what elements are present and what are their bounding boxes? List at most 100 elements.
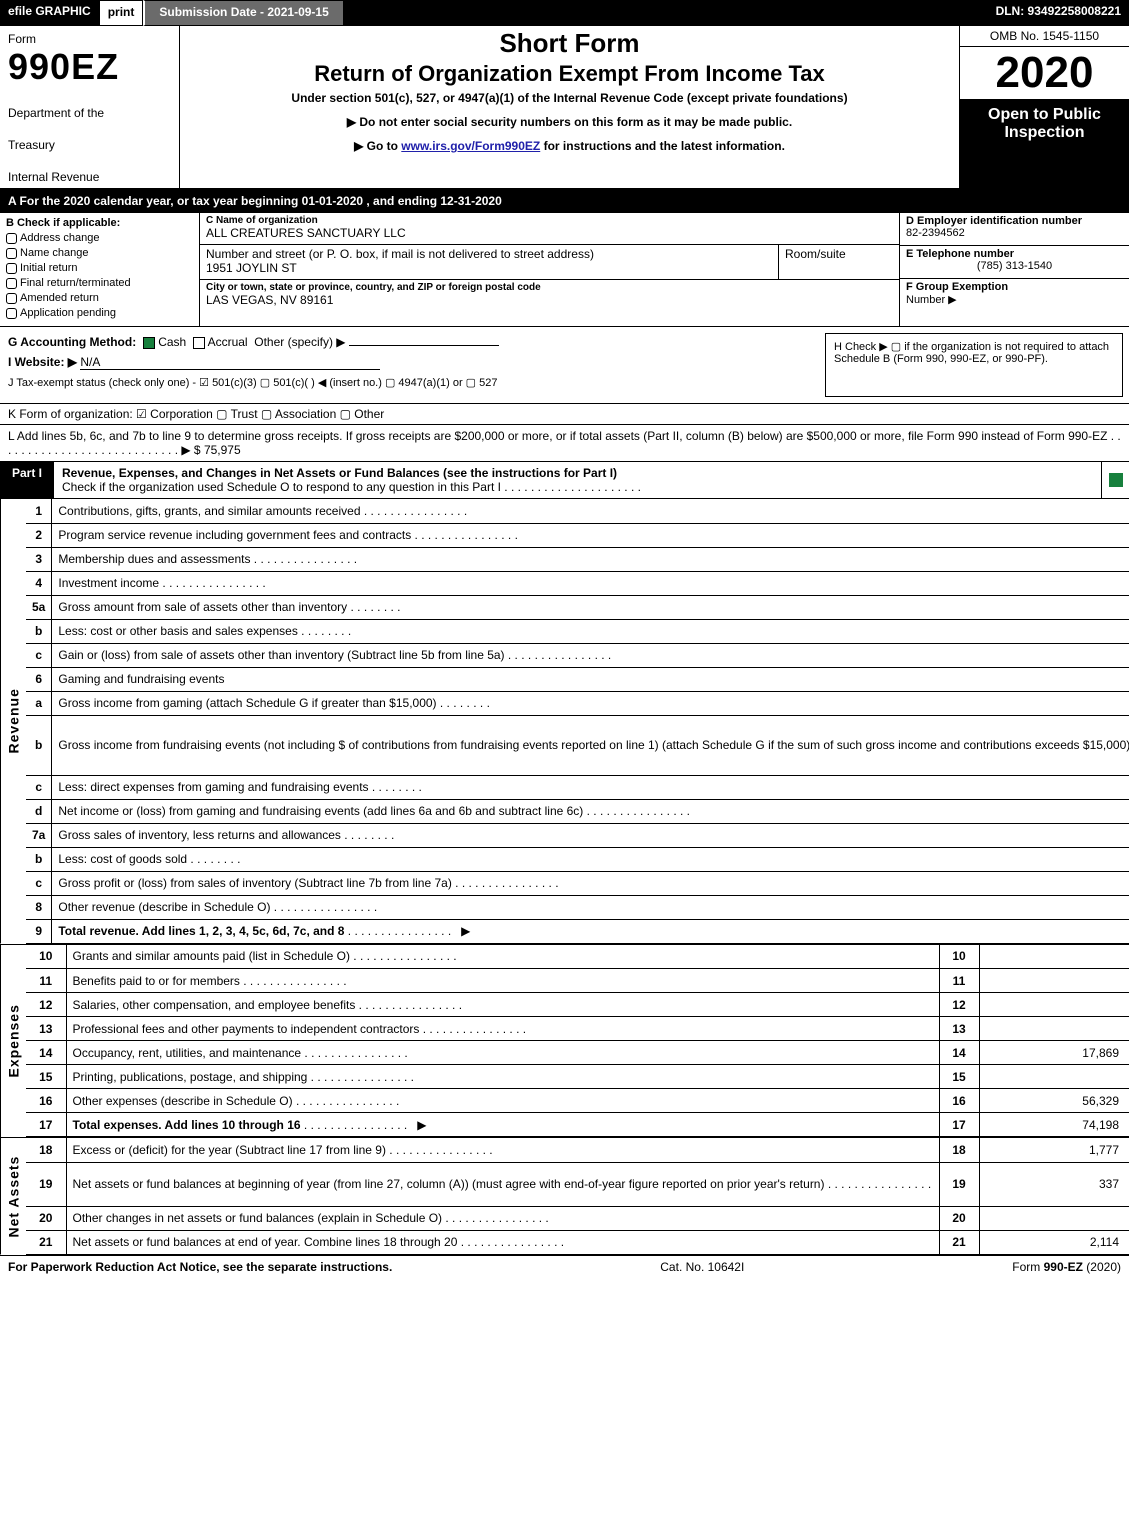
website-label: I Website: ▶ <box>8 355 77 369</box>
line-number: 3 <box>26 547 52 571</box>
other-specify-field[interactable] <box>349 345 499 346</box>
line-number: 1 <box>26 499 52 523</box>
table-row: 12Salaries, other compensation, and empl… <box>26 993 1129 1017</box>
line-number: 20 <box>26 1206 66 1230</box>
part-1-title: Revenue, Expenses, and Changes in Net As… <box>54 462 1101 498</box>
right-num-cell: 11 <box>939 969 979 993</box>
part-1-tag: Part I <box>0 462 54 498</box>
other-label: Other (specify) ▶ <box>254 335 345 349</box>
chk-amended-return[interactable]: Amended return <box>6 292 193 304</box>
irs-link[interactable]: www.irs.gov/Form990EZ <box>401 139 540 153</box>
go-to-line: ▶ Go to www.irs.gov/Form990EZ for instru… <box>186 139 953 153</box>
line-number: b <box>26 619 52 643</box>
line-desc: Contributions, gifts, grants, and simila… <box>52 499 1129 523</box>
line-desc: Membership dues and assessments . . . . … <box>52 547 1129 571</box>
right-num-cell: 15 <box>939 1065 979 1089</box>
table-row: 20Other changes in net assets or fund ba… <box>26 1206 1129 1230</box>
box-c: C Name of organization ALL CREATURES SAN… <box>200 213 899 326</box>
table-row: cGain or (loss) from sale of assets othe… <box>26 643 1129 667</box>
line-number: 5a <box>26 595 52 619</box>
box-c-name-row: C Name of organization ALL CREATURES SAN… <box>200 213 899 245</box>
box-h-text: H Check ▶ ▢ if the organization is not r… <box>834 341 1109 365</box>
chk-application-pending[interactable]: Application pending <box>6 307 193 319</box>
line-desc: Grants and similar amounts paid (list in… <box>66 945 939 969</box>
table-row: 16Other expenses (describe in Schedule O… <box>26 1089 1129 1113</box>
g-h-i-j-block: G Accounting Method: Cash Accrual Other … <box>0 327 1129 404</box>
revenue-table: 1Contributions, gifts, grants, and simil… <box>26 499 1129 944</box>
chk-initial-return[interactable]: Initial return <box>6 262 193 274</box>
submission-date-label: Submission Date - 2021-09-15 <box>143 0 343 26</box>
table-row: 7aGross sales of inventory, less returns… <box>26 823 1129 847</box>
line-number: b <box>26 847 52 871</box>
line-desc: Net assets or fund balances at end of ye… <box>66 1230 939 1254</box>
top-bar: efile GRAPHIC print Submission Date - 20… <box>0 0 1129 26</box>
amount-cell <box>979 1017 1129 1041</box>
footer-right: Form 990-EZ (2020) <box>1012 1260 1121 1274</box>
form-header-left: Form 990EZ Department of the Treasury In… <box>0 26 180 188</box>
amount-cell: 2,114 <box>979 1230 1129 1254</box>
chk-address-change[interactable]: Address change <box>6 232 193 244</box>
revenue-side-label: Revenue <box>0 499 26 944</box>
right-num-cell: 19 <box>939 1162 979 1206</box>
checkbox-icon <box>6 278 17 289</box>
room-label: Room/suite <box>785 247 893 261</box>
expenses-section: Expenses 10Grants and similar amounts pa… <box>0 945 1129 1139</box>
line-number: 16 <box>26 1089 66 1113</box>
amount-cell <box>979 993 1129 1017</box>
line-number: a <box>26 691 52 715</box>
amount-cell: 56,329 <box>979 1089 1129 1113</box>
table-row: cLess: direct expenses from gaming and f… <box>26 775 1129 799</box>
part-1-title-text: Revenue, Expenses, and Changes in Net As… <box>62 466 617 480</box>
table-row: bLess: cost or other basis and sales exp… <box>26 619 1129 643</box>
table-row: aGross income from gaming (attach Schedu… <box>26 691 1129 715</box>
page-footer: For Paperwork Reduction Act Notice, see … <box>0 1256 1129 1278</box>
table-row: 19Net assets or fund balances at beginni… <box>26 1162 1129 1206</box>
table-row: 2Program service revenue including gover… <box>26 523 1129 547</box>
line-desc: Other changes in net assets or fund bala… <box>66 1206 939 1230</box>
top-bar-spacer <box>344 0 988 26</box>
ssn-note: ▶ Do not enter social security numbers o… <box>186 115 953 129</box>
amount-cell: 74,198 <box>979 1113 1129 1137</box>
line-number: 17 <box>26 1113 66 1137</box>
org-name: ALL CREATURES SANCTUARY LLC <box>206 226 893 240</box>
form-header-right: OMB No. 1545-1150 2020 Open to Public In… <box>959 26 1129 188</box>
line-k: K Form of organization: ☑ Corporation ▢ … <box>0 404 1129 425</box>
address-label: Number and street (or P. O. box, if mail… <box>206 247 772 261</box>
main-title: Return of Organization Exempt From Incom… <box>186 61 953 87</box>
phone-value: (785) 313-1540 <box>906 260 1123 272</box>
amount-cell <box>979 1206 1129 1230</box>
box-b-header: B Check if applicable: <box>6 217 193 229</box>
right-num-cell: 17 <box>939 1113 979 1137</box>
table-row: bLess: cost of goods sold . . . . . . . … <box>26 847 1129 871</box>
line-number: c <box>26 775 52 799</box>
line-desc: Printing, publications, postage, and shi… <box>66 1065 939 1089</box>
table-row: 8Other revenue (describe in Schedule O) … <box>26 895 1129 919</box>
box-d-label: D Employer identification number <box>906 215 1123 227</box>
under-section: Under section 501(c), 527, or 4947(a)(1)… <box>186 91 953 105</box>
table-row: 18Excess or (deficit) for the year (Subt… <box>26 1138 1129 1162</box>
line-number: 4 <box>26 571 52 595</box>
expenses-table: 10Grants and similar amounts paid (list … <box>26 945 1129 1138</box>
box-b: B Check if applicable: Address change Na… <box>0 213 200 326</box>
line-desc: Total expenses. Add lines 10 through 16 … <box>66 1113 939 1137</box>
chk-final-return[interactable]: Final return/terminated <box>6 277 193 289</box>
line-desc: Benefits paid to or for members . . . . … <box>66 969 939 993</box>
box-f-label2: Number ▶ <box>906 294 957 306</box>
chk-label: Final return/terminated <box>20 277 131 289</box>
right-num-cell: 20 <box>939 1206 979 1230</box>
table-row: 13Professional fees and other payments t… <box>26 1017 1129 1041</box>
print-button[interactable]: print <box>99 0 144 26</box>
chk-name-change[interactable]: Name change <box>6 247 193 259</box>
line-desc: Salaries, other compensation, and employ… <box>66 993 939 1017</box>
line-desc: Total revenue. Add lines 1, 2, 3, 4, 5c,… <box>52 919 1129 943</box>
part-1-subtitle: Check if the organization used Schedule … <box>62 480 641 494</box>
right-num-cell: 18 <box>939 1138 979 1162</box>
line-number: 13 <box>26 1017 66 1041</box>
footer-center: Cat. No. 10642I <box>660 1260 744 1274</box>
line-number: 12 <box>26 993 66 1017</box>
amount-cell: 17,869 <box>979 1041 1129 1065</box>
footer-left: For Paperwork Reduction Act Notice, see … <box>8 1260 392 1274</box>
form-header-center: Short Form Return of Organization Exempt… <box>180 26 959 188</box>
line-i: I Website: ▶ N/A <box>8 355 811 370</box>
line-desc: Other expenses (describe in Schedule O) … <box>66 1089 939 1113</box>
